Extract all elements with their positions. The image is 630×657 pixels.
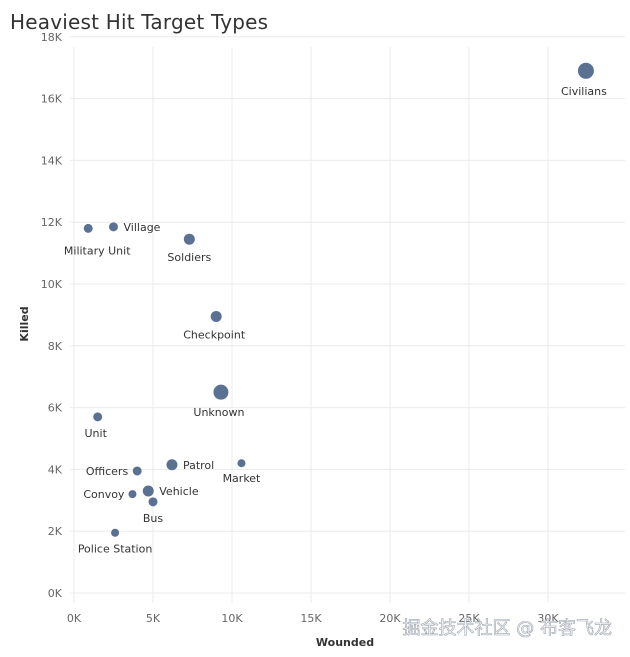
data-point[interactable] xyxy=(213,384,229,400)
grid-lines xyxy=(70,36,625,603)
data-point[interactable] xyxy=(132,466,142,476)
x-tick-label: 0K xyxy=(67,612,82,625)
x-tick-label: 30K xyxy=(537,612,559,625)
data-point[interactable] xyxy=(109,222,118,232)
y-tick-label: 0K xyxy=(48,587,63,600)
y-axis-label: Killed xyxy=(18,306,31,341)
x-tick-label: 5K xyxy=(146,612,161,625)
data-point[interactable] xyxy=(128,490,137,499)
data-point[interactable] xyxy=(83,223,93,233)
data-label: Soldiers xyxy=(167,251,211,264)
data-point[interactable] xyxy=(183,233,195,245)
data-label: Police Station xyxy=(78,543,153,556)
y-tick-label: 10K xyxy=(41,278,63,291)
data-point[interactable] xyxy=(142,485,154,497)
data-points xyxy=(83,62,594,537)
watermark-text: 掘金技术社区 @ 布客飞龙 xyxy=(403,618,612,639)
y-tick-label: 14K xyxy=(41,154,63,167)
x-axis-label: Wounded xyxy=(316,636,374,649)
data-label: Civilians xyxy=(561,85,607,98)
data-label: Checkpoint xyxy=(183,328,246,341)
x-tick-label: 10K xyxy=(221,612,243,625)
data-point[interactable] xyxy=(148,497,158,507)
y-tick-label: 2K xyxy=(48,525,63,538)
x-axis-ticks: 0K 5K 10K 15K 20K 25K 30K xyxy=(67,612,559,625)
x-tick-label: 15K xyxy=(300,612,322,625)
data-label: Bus xyxy=(143,512,164,525)
data-point[interactable] xyxy=(111,528,120,537)
y-tick-label: 12K xyxy=(41,216,63,229)
data-label: Convoy xyxy=(83,488,125,501)
data-point[interactable] xyxy=(577,62,594,79)
y-tick-label: 6K xyxy=(48,402,63,415)
y-tick-label: 16K xyxy=(41,93,63,106)
data-point[interactable] xyxy=(237,459,246,468)
data-label: Unknown xyxy=(193,406,244,419)
data-point[interactable] xyxy=(210,310,222,322)
data-point[interactable] xyxy=(93,412,103,422)
y-tick-label: 4K xyxy=(48,463,63,476)
y-axis-ticks: 0K 2K 4K 6K 8K 10K 12K 14K 16K 18K xyxy=(41,31,63,600)
data-point[interactable] xyxy=(166,459,178,471)
data-label: Patrol xyxy=(183,459,214,472)
x-tick-label: 25K xyxy=(458,612,480,625)
data-label: Vehicle xyxy=(159,485,199,498)
data-label: Officers xyxy=(86,465,129,478)
data-label: Market xyxy=(223,472,261,485)
chart-title: Heaviest Hit Target Types xyxy=(10,10,269,34)
data-label: Village xyxy=(124,221,161,234)
data-label: Military Unit xyxy=(64,244,131,257)
y-tick-label: 18K xyxy=(41,31,63,44)
x-tick-label: 20K xyxy=(379,612,401,625)
data-label: Unit xyxy=(84,427,107,440)
y-tick-label: 8K xyxy=(48,340,63,353)
point-labels: Civilians Military Unit Village Soldiers Che… xyxy=(64,85,607,556)
